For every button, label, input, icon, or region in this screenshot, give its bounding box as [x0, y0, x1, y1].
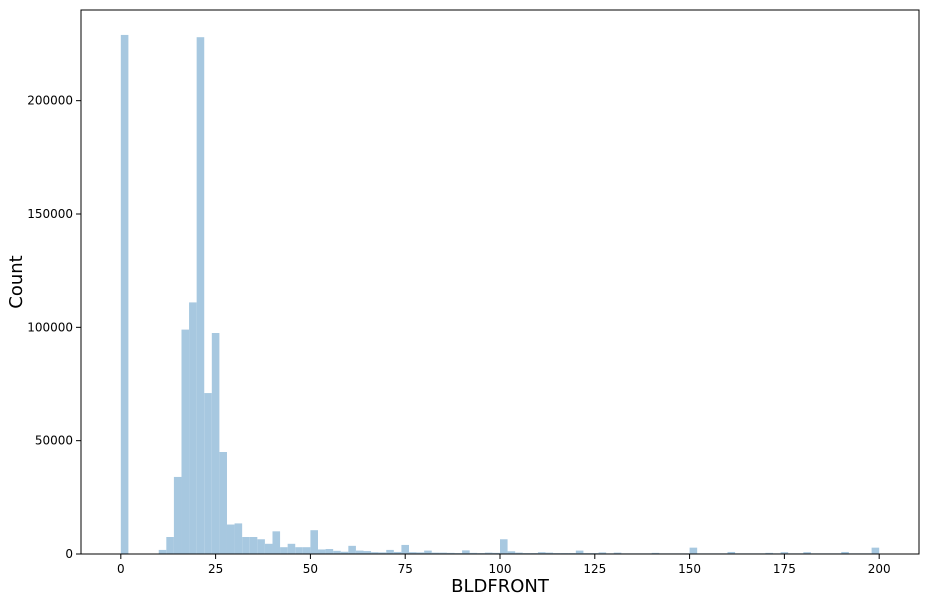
- histogram-bar: [515, 552, 523, 554]
- histogram-bar: [249, 537, 258, 554]
- histogram-bar: [173, 476, 182, 554]
- histogram-bar: [280, 547, 288, 554]
- x-tick-label: 25: [208, 562, 223, 576]
- histogram-bar: [492, 552, 500, 554]
- histogram-bar: [401, 544, 409, 554]
- histogram-bar: [348, 545, 356, 554]
- histogram-bar: [120, 34, 129, 554]
- histogram-bar: [317, 549, 326, 554]
- histogram-bar: [272, 531, 281, 554]
- histogram-bar: [689, 547, 698, 554]
- histogram-bar: [841, 551, 849, 554]
- x-axis-ticks: 0 25 50 75 100 125 150 175 200: [117, 554, 891, 576]
- histogram-bar: [765, 552, 774, 554]
- histogram-bar: [371, 552, 379, 554]
- histogram-bar: [219, 452, 227, 554]
- histogram-bar: [537, 552, 546, 554]
- histogram-bar: [431, 552, 440, 554]
- y-axis-title: Count: [6, 255, 27, 308]
- histogram-bar: [242, 537, 250, 554]
- y-tick-label: 200000: [27, 94, 73, 108]
- histogram-bar: [462, 550, 470, 554]
- histogram-bar: [340, 551, 349, 554]
- histogram-bar: [333, 550, 341, 554]
- histogram-bar: [727, 551, 736, 554]
- histogram-bar: [302, 547, 311, 554]
- histogram-bar: [651, 552, 660, 554]
- histogram-bar: [613, 552, 622, 554]
- histogram-bar: [196, 37, 205, 554]
- histogram-bar: [189, 302, 197, 554]
- histogram-bar: [484, 552, 493, 554]
- histogram-bar: [181, 329, 190, 554]
- histogram-bar: [780, 552, 789, 554]
- x-axis-title: BLDFRONT: [451, 576, 550, 597]
- histogram-bar: [355, 550, 364, 554]
- x-tick-label: 50: [303, 562, 318, 576]
- histogram-bar: [424, 550, 432, 554]
- histogram-bar: [363, 551, 372, 554]
- histogram-bar: [378, 552, 387, 554]
- y-tick-label: 0: [65, 547, 73, 561]
- y-tick-label: 150000: [27, 207, 73, 221]
- histogram-bar: [211, 333, 220, 554]
- histogram-bar: [598, 552, 607, 554]
- histogram-bar: [469, 552, 478, 554]
- x-tick-label: 75: [398, 562, 413, 576]
- histogram-bar: [310, 530, 318, 554]
- histogram-bar: [393, 551, 402, 554]
- histogram-bar: [166, 537, 174, 554]
- histogram-bar: [803, 552, 811, 554]
- histogram-bar: [500, 539, 508, 554]
- histogram-bar: [287, 543, 296, 554]
- histogram-bar: [408, 552, 417, 554]
- histogram-bar: [295, 547, 303, 554]
- histogram-bar: [264, 543, 273, 554]
- histogram-bar: [226, 524, 235, 554]
- histogram-bar: [257, 539, 265, 554]
- histogram-bar: [325, 549, 334, 554]
- histogram-bar: [234, 523, 243, 554]
- histogram-bar: [575, 550, 584, 554]
- y-axis-ticks: 0 50000 100000 150000 200000: [27, 94, 81, 561]
- x-tick-label: 150: [678, 562, 701, 576]
- x-tick-label: 175: [773, 562, 796, 576]
- histogram-bar: [545, 552, 554, 554]
- x-tick-label: 200: [868, 562, 891, 576]
- x-tick-label: 0: [117, 562, 125, 576]
- y-tick-label: 50000: [35, 434, 73, 448]
- histogram-bars: [120, 34, 880, 554]
- histogram-bar: [158, 549, 167, 554]
- x-tick-label: 125: [583, 562, 606, 576]
- histogram-bar: [386, 549, 394, 554]
- histogram-bar: [416, 552, 425, 554]
- histogram-bar: [507, 551, 516, 554]
- histogram-bar: [204, 393, 212, 554]
- histogram-bar: [439, 552, 447, 554]
- y-tick-label: 100000: [27, 320, 73, 334]
- histogram-bar: [871, 547, 880, 554]
- x-tick-label: 100: [489, 562, 512, 576]
- histogram-bar: [446, 552, 455, 554]
